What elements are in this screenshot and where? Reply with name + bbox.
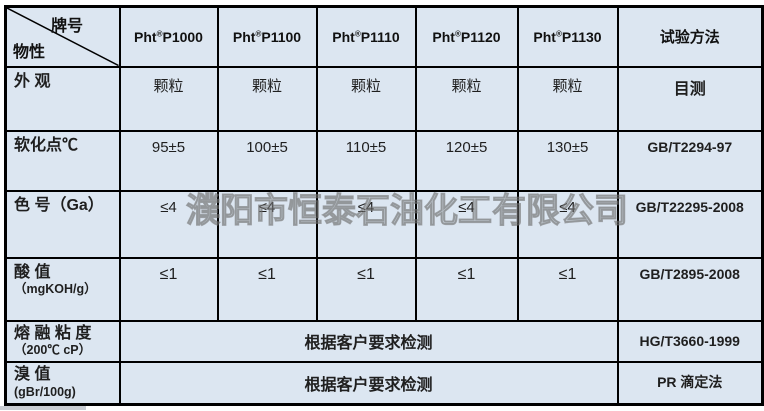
value-cell: ≤1 bbox=[118, 256, 219, 322]
column-header-p1120: Pht®P1120 bbox=[414, 5, 519, 68]
column-header-p1130: Pht®P1130 bbox=[516, 5, 619, 68]
column-header-test-method: 试验方法 bbox=[616, 5, 764, 68]
row-label: 色 号（Ga） bbox=[4, 189, 121, 259]
label-line1: 酸 值 bbox=[14, 263, 51, 281]
method-cell: PR 滴定法 bbox=[616, 360, 764, 406]
label-line1: 熔 融 粘 度 bbox=[14, 324, 92, 342]
value-cell: ≤4 bbox=[516, 189, 619, 259]
value-cell: 130±5 bbox=[516, 129, 619, 192]
corner-property-label: 物性 bbox=[13, 44, 46, 61]
registered-mark: ® bbox=[354, 29, 361, 39]
product-name: Pht bbox=[533, 28, 556, 45]
merged-value-cell: 根据客户要求检测 bbox=[118, 360, 619, 406]
corner-cell: 牌号 物性 bbox=[4, 5, 121, 68]
label-line2: (gBr/100g) bbox=[14, 384, 76, 399]
value-cell: ≤4 bbox=[118, 189, 219, 259]
corner-brand-label: 牌号 bbox=[51, 18, 84, 35]
product-spec-table: 牌号 物性 Pht®P1000 Pht®P1100 Pht®P1110 Pht®… bbox=[4, 5, 764, 406]
value-cell: ≤1 bbox=[216, 256, 318, 322]
row-label: 酸 值 （mgKOH/g） bbox=[4, 256, 121, 322]
row-melt-viscosity: 熔 融 粘 度 （200℃ cP） 根据客户要求检测 HG/T3660-1999 bbox=[4, 319, 764, 363]
method-cell: HG/T3660-1999 bbox=[616, 319, 764, 363]
registered-mark: ® bbox=[156, 29, 163, 39]
value-cell: 颗粒 bbox=[516, 65, 619, 132]
row-bromine-value: 溴 值 (gBr/100g) 根据客户要求检测 PR 滴定法 bbox=[4, 360, 764, 406]
method-cell: GB/T2294-97 bbox=[616, 129, 764, 192]
row-color-number: 色 号（Ga） ≤4 ≤4 ≤4 ≤4 ≤4 GB/T22295-2008 bbox=[4, 189, 764, 259]
row-label: 熔 融 粘 度 （200℃ cP） bbox=[4, 319, 121, 363]
product-code: P1000 bbox=[162, 28, 203, 45]
value-cell: ≤1 bbox=[516, 256, 619, 322]
registered-mark: ® bbox=[555, 29, 562, 39]
product-code: P1110 bbox=[360, 28, 400, 45]
product-name: Pht bbox=[432, 28, 455, 45]
value-cell: ≤1 bbox=[315, 256, 417, 322]
value-cell: 颗粒 bbox=[414, 65, 519, 132]
merged-value-cell: 根据客户要求检测 bbox=[118, 319, 619, 363]
registered-mark: ® bbox=[454, 29, 461, 39]
product-name: Pht bbox=[232, 28, 256, 45]
diagonal-divider bbox=[7, 8, 119, 66]
method-cell: GB/T2895-2008 bbox=[616, 256, 764, 322]
row-label: 软化点℃ bbox=[4, 129, 121, 192]
value-cell: ≤4 bbox=[315, 189, 417, 259]
value-cell: 100±5 bbox=[216, 129, 318, 192]
product-code: P1100 bbox=[261, 28, 302, 45]
product-code: P1130 bbox=[561, 28, 602, 45]
label-line2: （200℃ cP） bbox=[14, 343, 92, 357]
header-row: 牌号 物性 Pht®P1000 Pht®P1100 Pht®P1110 Pht®… bbox=[4, 5, 764, 68]
column-header-p1100: Pht®P1100 bbox=[216, 5, 318, 68]
method-cell: 目测 bbox=[616, 65, 764, 132]
label-line2: （mgKOH/g） bbox=[14, 281, 97, 296]
row-label: 溴 值 (gBr/100g) bbox=[4, 360, 121, 406]
product-name: Pht bbox=[134, 28, 157, 45]
row-softening-point: 软化点℃ 95±5 100±5 110±5 120±5 130±5 GB/T22… bbox=[4, 129, 764, 192]
value-cell: 颗粒 bbox=[315, 65, 417, 132]
value-cell: 120±5 bbox=[414, 129, 519, 192]
method-cell: GB/T22295-2008 bbox=[616, 189, 764, 259]
column-header-p1110: Pht®P1110 bbox=[315, 5, 417, 68]
value-cell: 颗粒 bbox=[118, 65, 219, 132]
product-name: Pht bbox=[332, 28, 355, 45]
label-line1: 溴 值 bbox=[14, 366, 51, 384]
value-cell: ≤4 bbox=[216, 189, 318, 259]
scan-edge-artifact bbox=[0, 406, 86, 410]
value-cell: ≤4 bbox=[414, 189, 519, 259]
registered-mark: ® bbox=[255, 29, 262, 39]
value-cell: ≤1 bbox=[414, 256, 519, 322]
row-appearance: 外 观 颗粒 颗粒 颗粒 颗粒 颗粒 目测 bbox=[4, 65, 764, 132]
column-header-p1000: Pht®P1000 bbox=[118, 5, 219, 68]
product-code: P1120 bbox=[460, 28, 501, 45]
row-acid-value: 酸 值 （mgKOH/g） ≤1 ≤1 ≤1 ≤1 ≤1 GB/T2895-20… bbox=[4, 256, 764, 322]
value-cell: 110±5 bbox=[315, 129, 417, 192]
value-cell: 颗粒 bbox=[216, 65, 318, 132]
value-cell: 95±5 bbox=[118, 129, 219, 192]
row-label: 外 观 bbox=[4, 65, 121, 132]
